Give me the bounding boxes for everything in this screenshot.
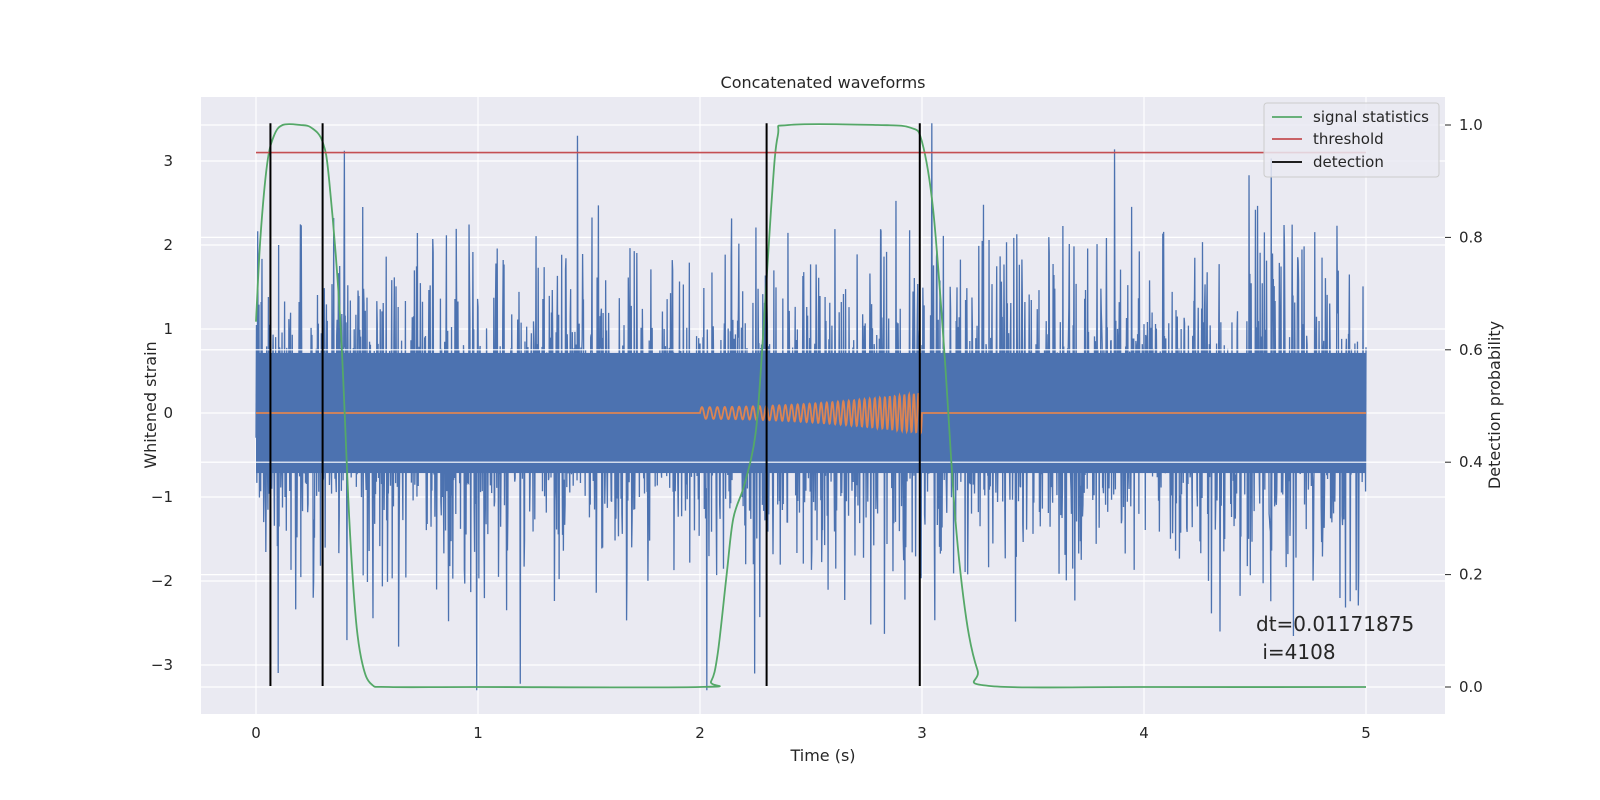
x-tick-label-2: 2 — [695, 724, 705, 742]
y2-tick-label-5: 0.0 — [1459, 678, 1483, 696]
x-tick-label-3: 3 — [917, 724, 927, 742]
y-tick-label-3: 0 — [163, 404, 173, 422]
x-tick-label-4: 4 — [1139, 724, 1149, 742]
chart-title: Concatenated waveforms — [721, 73, 926, 92]
y2-tick-label-1: 0.8 — [1459, 228, 1483, 246]
tick-labels: 0 1 2 3 4 5 3 2 1 0 −1 −2 −3 1.0 0.8 0.6 0.4 0.2 0.0 — [151, 116, 1483, 742]
y-tick-label-0: 3 — [163, 152, 173, 170]
series-layer — [255, 123, 1367, 689]
legend: signal statistics threshold detection — [1263, 102, 1440, 178]
legend-label-signal-statistics: signal statistics — [1313, 108, 1429, 126]
y2-tick-label-3: 0.4 — [1459, 453, 1483, 471]
legend-label-detection: detection — [1313, 153, 1384, 171]
y-tick-label-2: 1 — [163, 320, 173, 338]
y-tick-label-5: −2 — [151, 572, 173, 590]
y2-axis-label: Detection probability — [1485, 321, 1504, 489]
x-tick-label-1: 1 — [473, 724, 483, 742]
y-axis-label: Whitened strain — [141, 341, 160, 468]
annotation-i: i=4108 — [1256, 640, 1336, 664]
y2-tick-label-2: 0.6 — [1459, 341, 1483, 359]
legend-label-threshold: threshold — [1313, 130, 1384, 148]
y-tick-label-1: 2 — [163, 236, 173, 254]
y2-tick-label-0: 1.0 — [1459, 116, 1483, 134]
chirp-waveform — [256, 391, 1366, 436]
annotation-dt: dt=0.01171875 — [1256, 612, 1414, 636]
y-tick-label-6: −3 — [151, 656, 173, 674]
x-tick-label-0: 0 — [251, 724, 261, 742]
y-tick-label-4: −1 — [151, 488, 173, 506]
x-tick-label-5: 5 — [1361, 724, 1371, 742]
annotation: dt=0.01171875 i=4108 — [1256, 612, 1414, 664]
y2-tick-label-4: 0.2 — [1459, 566, 1483, 584]
legend-box — [1263, 102, 1440, 178]
x-axis-label: Time (s) — [789, 746, 855, 765]
